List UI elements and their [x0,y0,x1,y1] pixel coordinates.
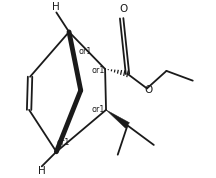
Polygon shape [106,110,129,128]
Text: H: H [38,166,46,176]
Text: O: O [145,85,153,95]
Text: or1: or1 [92,105,105,114]
Text: or1: or1 [79,47,92,56]
Text: or1: or1 [56,138,70,146]
Text: H: H [52,2,60,12]
Text: O: O [119,4,128,14]
Text: or1: or1 [92,66,105,75]
